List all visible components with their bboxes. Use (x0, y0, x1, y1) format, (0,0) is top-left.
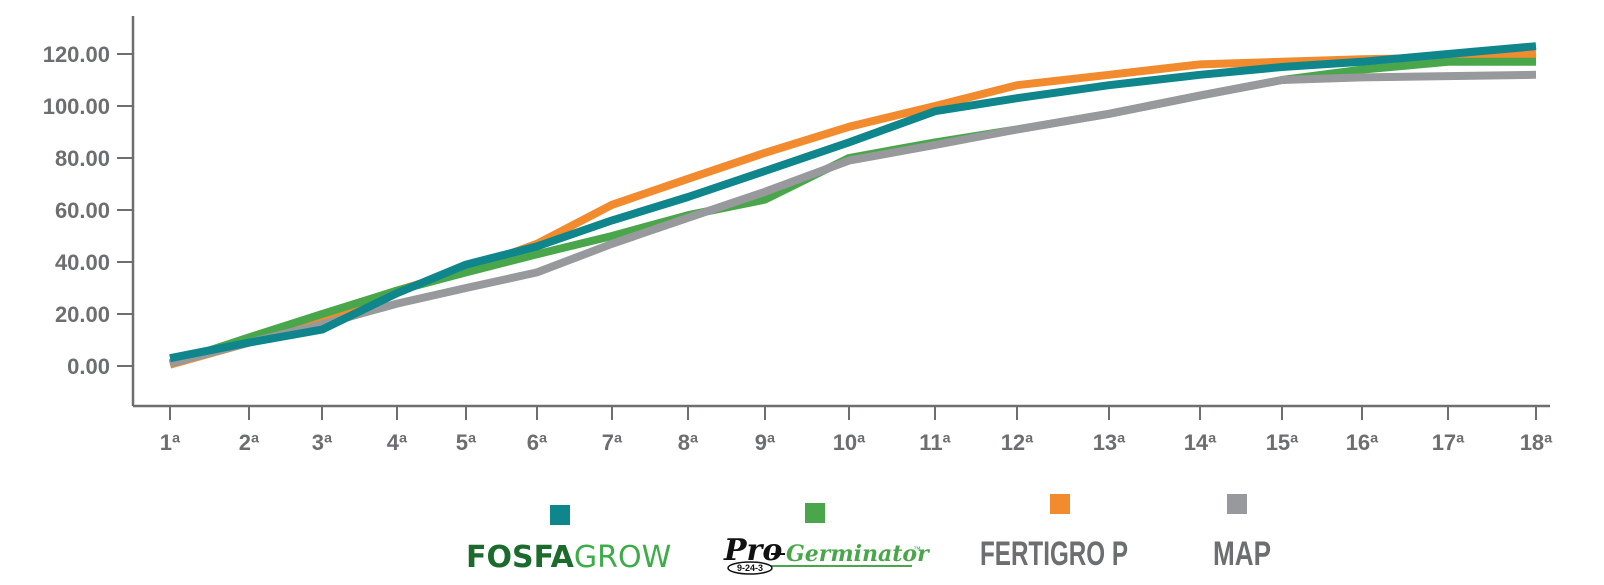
progerminator-logo-tm: ™ (913, 545, 921, 554)
svg-text:FOSFAGROW: FOSFAGROW (466, 540, 671, 575)
x-tick-label: 13ª (1093, 430, 1126, 455)
legend: FOSFAGROW Pro Germinator ™ 9-24-3 FERTIG… (466, 494, 1271, 575)
x-tick-label: 14ª (1184, 430, 1217, 455)
x-tick-label: 5ª (456, 430, 477, 455)
series-line-map (168, 70, 1537, 368)
y-tick-label: 80.00 (55, 146, 110, 171)
x-tick-label: 15ª (1266, 430, 1299, 455)
progerminator-badge-text: 9-24-3 (737, 563, 763, 573)
x-tick-label: 4ª (387, 430, 408, 455)
y-tick-label: 0.00 (67, 354, 110, 379)
y-axis-ticks: 0.00 20.00 40.00 60.00 80.00 100.00 120.00 (43, 42, 133, 379)
x-tick-label: 1ª (160, 430, 181, 455)
fosfagrow-logo: FOSFAGROW (466, 540, 671, 575)
x-tick-label: 3ª (312, 430, 333, 455)
y-tick-label: 20.00 (55, 302, 110, 327)
x-tick-label: 9ª (755, 430, 776, 455)
y-tick-label: 120.00 (43, 42, 110, 67)
y-tick-label: 60.00 (55, 198, 110, 223)
x-tick-label: 17ª (1432, 430, 1465, 455)
fosfagrow-logo-part2: GROW (574, 540, 671, 575)
series-line-fertigro-p (168, 50, 1537, 369)
fosfagrow-logo-part1: FOSFA (466, 540, 575, 575)
progerminator-badge-shape (727, 561, 773, 575)
progerminator-logo: Pro Germinator ™ 9-24-3 (723, 533, 930, 575)
y-tick-label: 100.00 (43, 94, 110, 119)
y-tick-label: 40.00 (55, 250, 110, 275)
x-tick-label: 6ª (527, 430, 548, 455)
progerminator-logo-germinator: Germinator (786, 541, 930, 567)
x-tick-label: 16ª (1346, 430, 1379, 455)
map-logo: MAP (1213, 535, 1271, 573)
x-tick-label: 12ª (1001, 430, 1034, 455)
x-tick-label: 8ª (678, 430, 699, 455)
series-line-fosfagrow (169, 42, 1537, 363)
legend-swatch-fertigro (1050, 494, 1070, 514)
legend-swatch-map (1227, 494, 1247, 514)
x-tick-label: 2ª (239, 430, 260, 455)
fertigro-logo: FERTIGRO P (980, 535, 1128, 573)
legend-swatch-progerminator (805, 503, 825, 523)
x-tick-label: 18ª (1520, 430, 1553, 455)
x-tick-label: 10ª (833, 430, 866, 455)
series-layer (168, 42, 1537, 369)
series-line-pro-germinator (168, 57, 1536, 368)
x-axis-ticks: 1ª 2ª 3ª 4ª 5ª 6ª 7ª 8ª 9ª 10ª 11ª 12ª 13ª 14ª 15ª 16ª 1… (160, 406, 1553, 455)
legend-swatch-fosfagrow (550, 505, 570, 525)
x-tick-label: 11ª (919, 430, 951, 455)
x-tick-label: 7ª (602, 430, 623, 455)
